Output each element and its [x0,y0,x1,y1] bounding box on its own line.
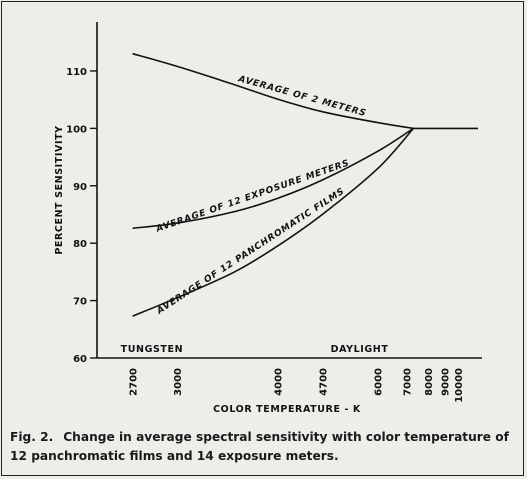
y-axis-label: PERCENT SENSITIVITY [54,125,65,254]
series-line-0 [132,52,414,130]
series-label-2: AVERAGE OF 12 PANCHROMATIC FILMS [155,186,347,317]
y-tick-label-5: 110 [66,67,87,78]
y-tick-label-1: 70 [73,297,87,308]
x-tick-label-8: 10000 [454,368,465,403]
ticks: 60 70 80 90 100 110 2700 3000 4000 4700 6000 7000 80… [66,67,465,403]
x-tick-label-2: 4000 [273,368,284,396]
x-annotation-1: DAYLIGHT [331,344,389,355]
series-line-2 [132,127,415,317]
x-tick-label-4: 6000 [374,368,385,396]
y-tick-label-0: 60 [73,354,87,365]
y-tick-label-4: 100 [66,124,87,135]
y-tick-label-2: 80 [73,239,87,250]
figure-caption: Fig. 2. Change in average spectral sensit… [10,428,520,466]
chart: 60 70 80 90 100 110 2700 3000 4000 4700 6000 7000 80… [54,22,482,415]
axes [96,22,482,359]
x-annotation-0: TUNGSTEN [121,344,184,355]
labels: TUNGSTEN DAYLIGHT PERCENT SENSITIVITY COLOR… [54,74,388,415]
x-tick-label-7: 9000 [441,368,452,396]
series-label-1: AVERAGE OF 12 EXPOSURE METERS [154,158,351,235]
x-tick-label-5: 7000 [402,368,413,396]
series-label-0: AVERAGE OF 2 METERS [236,74,367,119]
x-tick-label-0: 2700 [129,368,140,396]
x-tick-label-1: 3000 [173,368,184,396]
x-tick-label-6: 8000 [424,368,435,396]
caption-text: Change in average spectral sensitivity w… [10,430,509,463]
y-tick-label-3: 90 [73,182,87,193]
x-tick-label-3: 4700 [318,368,329,396]
curves [132,52,478,317]
series-line-1 [132,127,414,230]
caption-fig-number: Fig. 2. [10,430,54,444]
x-axis-label: COLOR TEMPERATURE - K [213,404,361,415]
